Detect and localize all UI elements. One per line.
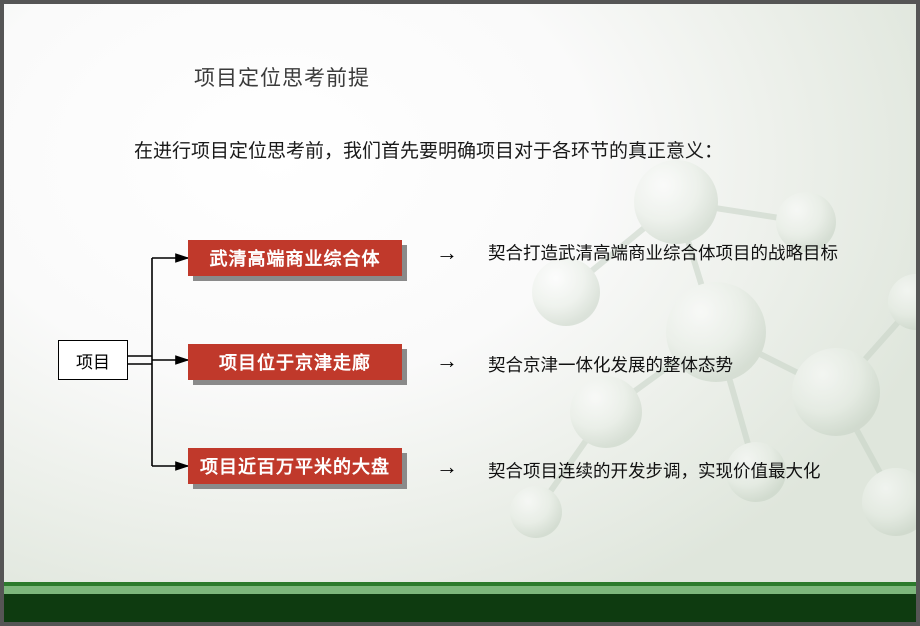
bottom-bar-mid [4, 586, 916, 594]
arrow-icon: → [436, 348, 458, 374]
branch-desc-2: 契合京津一体化发展的整体态势 [488, 352, 868, 378]
arrow-icon: → [436, 454, 458, 480]
bottom-bar [4, 578, 916, 622]
branch-box-1: 武清高端商业综合体 [188, 240, 402, 276]
slide-title: 项目定位思考前提 [194, 62, 370, 92]
slide-subtitle: 在进行项目定位思考前，我们首先要明确项目对于各环节的真正意义： [134, 134, 804, 170]
branch-box-3: 项目近百万平米的大盘 [188, 448, 402, 484]
bottom-bar-dark [4, 594, 916, 622]
root-node: 项目 [58, 340, 128, 380]
arrow-icon: → [436, 240, 458, 266]
connector-lines [4, 4, 920, 626]
branch-desc-3: 契合项目连续的开发步调，实现价值最大化 [488, 458, 868, 484]
branch-desc-1: 契合打造武清高端商业综合体项目的战略目标 [488, 240, 868, 266]
branch-box-2: 项目位于京津走廊 [188, 344, 402, 380]
slide: 项目定位思考前提 在进行项目定位思考前，我们首先要明确项目对于各环节的真正意义：… [0, 0, 920, 626]
